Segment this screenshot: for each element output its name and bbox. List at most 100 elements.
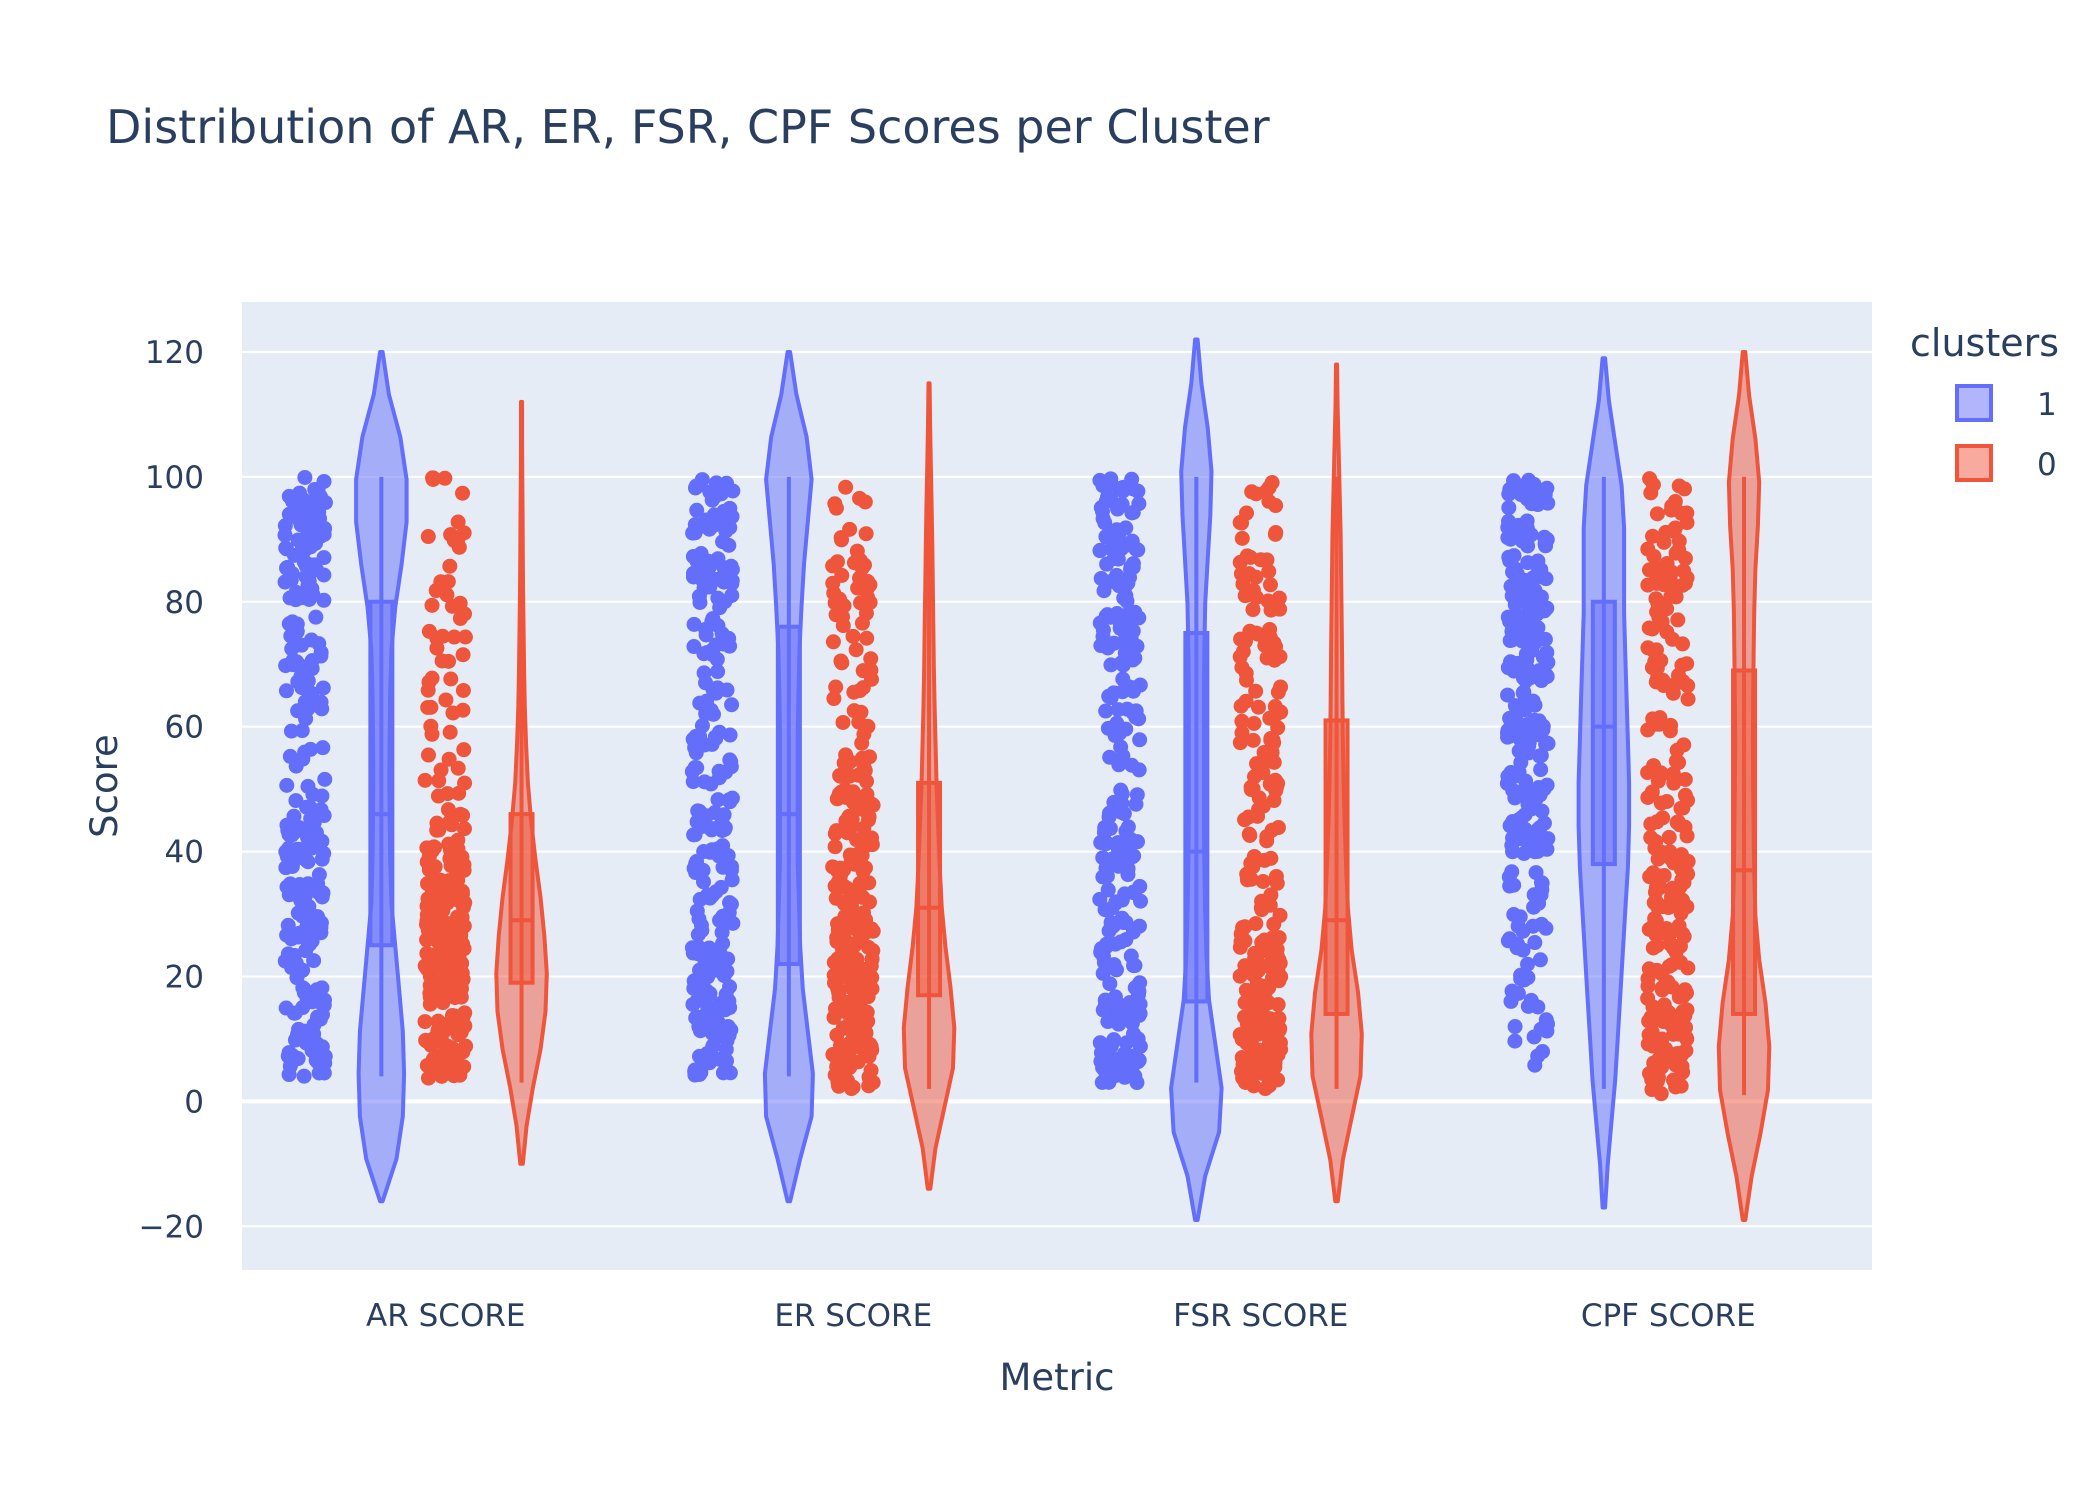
data-point [1655, 899, 1671, 915]
data-point [860, 1013, 876, 1029]
data-point [434, 653, 450, 669]
data-point [1272, 601, 1288, 617]
data-point [1678, 1043, 1694, 1059]
data-point [838, 479, 854, 495]
box-iqr [1590, 599, 1617, 867]
data-point [1238, 672, 1254, 688]
data-point [1510, 918, 1526, 934]
data-point [1243, 1017, 1259, 1033]
data-point [1101, 809, 1117, 825]
y-tick-label: 120 [145, 335, 204, 371]
data-point [1534, 875, 1550, 891]
data-point [289, 970, 305, 986]
data-point [1539, 644, 1555, 660]
data-point [431, 773, 447, 789]
data-point [855, 663, 871, 679]
y-tick-label: 40 [165, 835, 204, 871]
data-point [855, 863, 871, 879]
data-point [1131, 610, 1147, 626]
data-point [1270, 684, 1286, 700]
data-point [1113, 655, 1129, 671]
data-point [1113, 782, 1129, 798]
data-point [1248, 589, 1264, 605]
data-point [316, 1065, 332, 1081]
data-point [717, 594, 733, 610]
data-point [1664, 1051, 1680, 1067]
data-point [829, 1051, 845, 1067]
data-point [1128, 541, 1144, 557]
x-tick-label: CPF SCORE [1581, 1298, 1756, 1334]
data-point [1662, 723, 1678, 739]
data-point [1530, 999, 1546, 1015]
legend-label: 0 [2037, 447, 2057, 483]
data-point [1653, 1086, 1669, 1102]
data-point [1640, 722, 1656, 738]
data-point [1128, 796, 1144, 812]
data-point [314, 980, 330, 996]
data-point [684, 940, 700, 956]
data-point [1653, 795, 1669, 811]
data-point [1538, 920, 1554, 936]
data-point [316, 845, 332, 861]
data-point [828, 679, 844, 695]
data-point [316, 808, 332, 824]
data-point [1650, 773, 1666, 789]
data-point [1651, 561, 1667, 577]
data-point [834, 655, 850, 671]
data-point [827, 839, 843, 855]
data-point [455, 485, 471, 501]
data-point [450, 760, 466, 776]
data-point [699, 693, 715, 709]
data-point [425, 471, 441, 487]
data-point [1240, 809, 1256, 825]
data-point [1261, 980, 1277, 996]
data-point [1664, 889, 1680, 905]
data-point [857, 494, 873, 510]
data-point [455, 936, 471, 952]
data-point [455, 807, 471, 823]
data-point [844, 1038, 860, 1054]
data-point [1120, 819, 1136, 835]
data-point [1232, 515, 1248, 531]
data-point [717, 572, 733, 588]
y-tick-label: 20 [165, 959, 204, 995]
data-point [692, 594, 708, 610]
data-point [1261, 563, 1277, 579]
data-point [455, 647, 471, 663]
data-point [858, 526, 874, 542]
data-point [718, 996, 734, 1012]
data-point [424, 670, 440, 686]
data-point [827, 878, 843, 894]
data-point [1250, 699, 1266, 715]
data-point [707, 681, 723, 697]
data-point [838, 813, 854, 829]
data-point [714, 924, 730, 940]
data-point [1668, 753, 1684, 769]
data-point [420, 747, 436, 763]
data-point [1650, 851, 1666, 867]
data-point [442, 814, 458, 830]
data-point [1133, 893, 1149, 909]
data-point [444, 1040, 460, 1056]
data-point [1668, 589, 1684, 605]
data-point [1534, 803, 1550, 819]
data-point [1665, 631, 1681, 647]
data-point [1259, 650, 1275, 666]
data-point [442, 724, 458, 740]
data-point [1110, 702, 1126, 718]
data-point [439, 786, 455, 802]
data-point [301, 573, 317, 589]
legend-title: clusters [1910, 321, 2059, 365]
y-axis-ticks: −20 0 20 40 60 80 100 120 [139, 335, 204, 1245]
data-point [1647, 867, 1663, 883]
data-point [425, 870, 441, 886]
data-point [1237, 933, 1253, 949]
data-point [861, 875, 877, 891]
data-point [454, 920, 470, 936]
points-group [1499, 472, 1556, 1073]
data-point [1246, 715, 1262, 731]
data-point [420, 699, 436, 715]
data-point [1255, 765, 1271, 781]
x-axis-ticks: AR SCORE ER SCORE FSR SCORE CPF SCORE [366, 1298, 1756, 1334]
data-point [715, 935, 731, 951]
